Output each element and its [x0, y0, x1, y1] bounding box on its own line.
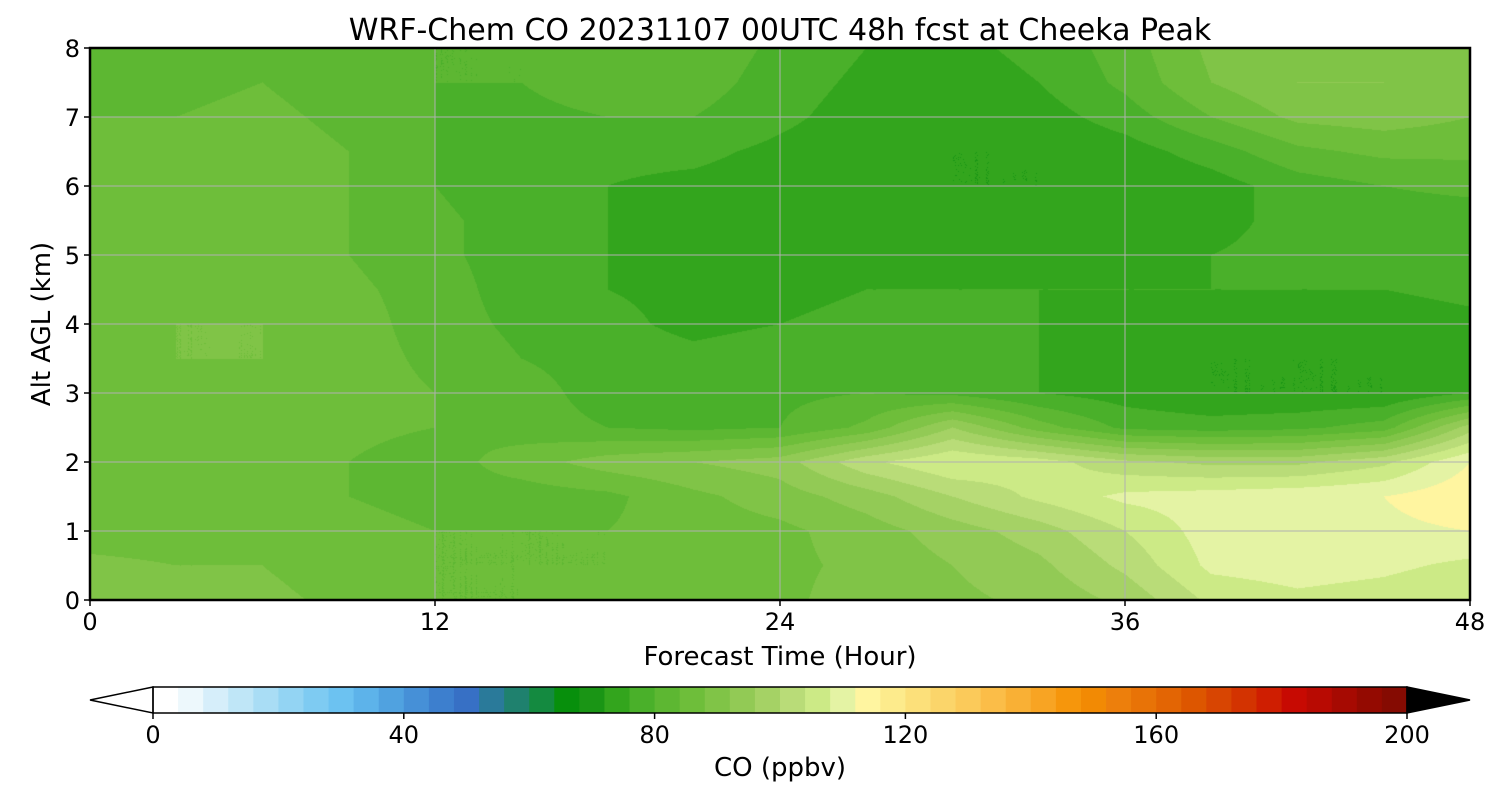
colorbar-label: CO (ppbv) [714, 753, 846, 783]
colorbar-block [1005, 687, 1032, 713]
colorbar-block [604, 687, 631, 713]
colorbar-block [1356, 687, 1383, 713]
colorbar-block [203, 687, 229, 713]
colorbar-block [1306, 687, 1333, 713]
y-tick-label: 6 [65, 173, 80, 201]
colorbar-block [704, 687, 731, 713]
colorbar-block [453, 687, 480, 713]
colorbar-block [855, 687, 881, 713]
x-tick-label: 0 [82, 608, 97, 636]
colorbar-block [729, 687, 756, 713]
colorbar-block [1181, 687, 1207, 713]
y-tick-label: 1 [65, 518, 80, 546]
y-tick-label: 4 [65, 311, 80, 339]
y-axis: 0 1 2 3 4 5 6 7 8 [65, 35, 90, 615]
x-tick-label: 12 [420, 608, 451, 636]
colorbar-block [805, 687, 831, 713]
x-tick-label: 24 [765, 608, 796, 636]
y-tick-label: 0 [65, 587, 80, 615]
colorbar-block [1381, 687, 1408, 713]
colorbar-ticks: 0 40 80 120 160 200 [145, 713, 1430, 749]
colorbar-block [1030, 687, 1057, 713]
x-tick-label: 48 [1455, 608, 1486, 636]
colorbar-block [579, 687, 606, 713]
colorbar-block [1231, 687, 1258, 713]
colorbar-block [228, 687, 254, 713]
colorbar-block [780, 687, 806, 713]
y-axis-label: Alt AGL (km) [27, 242, 57, 406]
colorbar-block [1131, 687, 1157, 713]
colorbar-block [1256, 687, 1283, 713]
colorbar-tick-label: 0 [145, 721, 160, 749]
x-axis: 0 12 24 36 48 [82, 600, 1485, 636]
x-tick-label: 36 [1110, 608, 1141, 636]
colorbar-max-extension [1406, 686, 1471, 714]
colorbar-block [1281, 687, 1308, 713]
y-tick-label: 7 [65, 104, 80, 132]
colorbar-block [253, 687, 279, 713]
colorbar-block [654, 687, 681, 713]
colorbar-block [328, 687, 355, 713]
y-tick-label: 3 [65, 380, 80, 408]
y-tick-label: 5 [65, 242, 80, 270]
colorbar-tick-label: 40 [389, 721, 420, 749]
y-tick-label: 2 [65, 449, 80, 477]
colorbar-block [428, 687, 455, 713]
colorbar: 0 40 80 120 160 200 CO (ppbv) [89, 686, 1471, 783]
colorbar-block [504, 687, 530, 713]
colorbar-block [955, 687, 982, 713]
colorbar-tick-label: 200 [1384, 721, 1430, 749]
colorbar-block [1080, 687, 1107, 713]
colorbar-block [554, 687, 580, 713]
colorbar-tick-label: 120 [882, 721, 928, 749]
x-axis-label: Forecast Time (Hour) [643, 642, 916, 672]
colorbar-blocks [153, 687, 1408, 713]
colorbar-frame [152, 686, 1408, 714]
colorbar-block [1055, 687, 1082, 713]
colorbar-tick-label: 80 [639, 721, 670, 749]
colorbar-block [278, 687, 305, 713]
colorbar-block [403, 687, 430, 713]
colorbar-block [1206, 687, 1233, 713]
colorbar-block [353, 687, 380, 713]
colorbar-block [679, 687, 706, 713]
colorbar-block [629, 687, 656, 713]
colorbar-block [930, 687, 957, 713]
colorbar-min-extension [89, 686, 154, 714]
colorbar-block [880, 687, 906, 713]
colorbar-block [754, 687, 781, 713]
colorbar-block [1106, 687, 1132, 713]
colorbar-tick-label: 160 [1133, 721, 1179, 749]
colorbar-block [153, 687, 179, 713]
colorbar-block [529, 687, 555, 713]
colorbar-block [1331, 687, 1358, 713]
colorbar-block [378, 687, 405, 713]
colorbar-block [905, 687, 932, 713]
colorbar-block [830, 687, 856, 713]
chart-title: WRF-Chem CO 20231107 00UTC 48h fcst at C… [349, 13, 1212, 48]
colorbar-block [980, 687, 1007, 713]
colorbar-block [303, 687, 330, 713]
colorbar-block [479, 687, 505, 713]
colorbar-block [178, 687, 204, 713]
y-tick-label: 8 [65, 35, 80, 63]
colorbar-block [1156, 687, 1182, 713]
